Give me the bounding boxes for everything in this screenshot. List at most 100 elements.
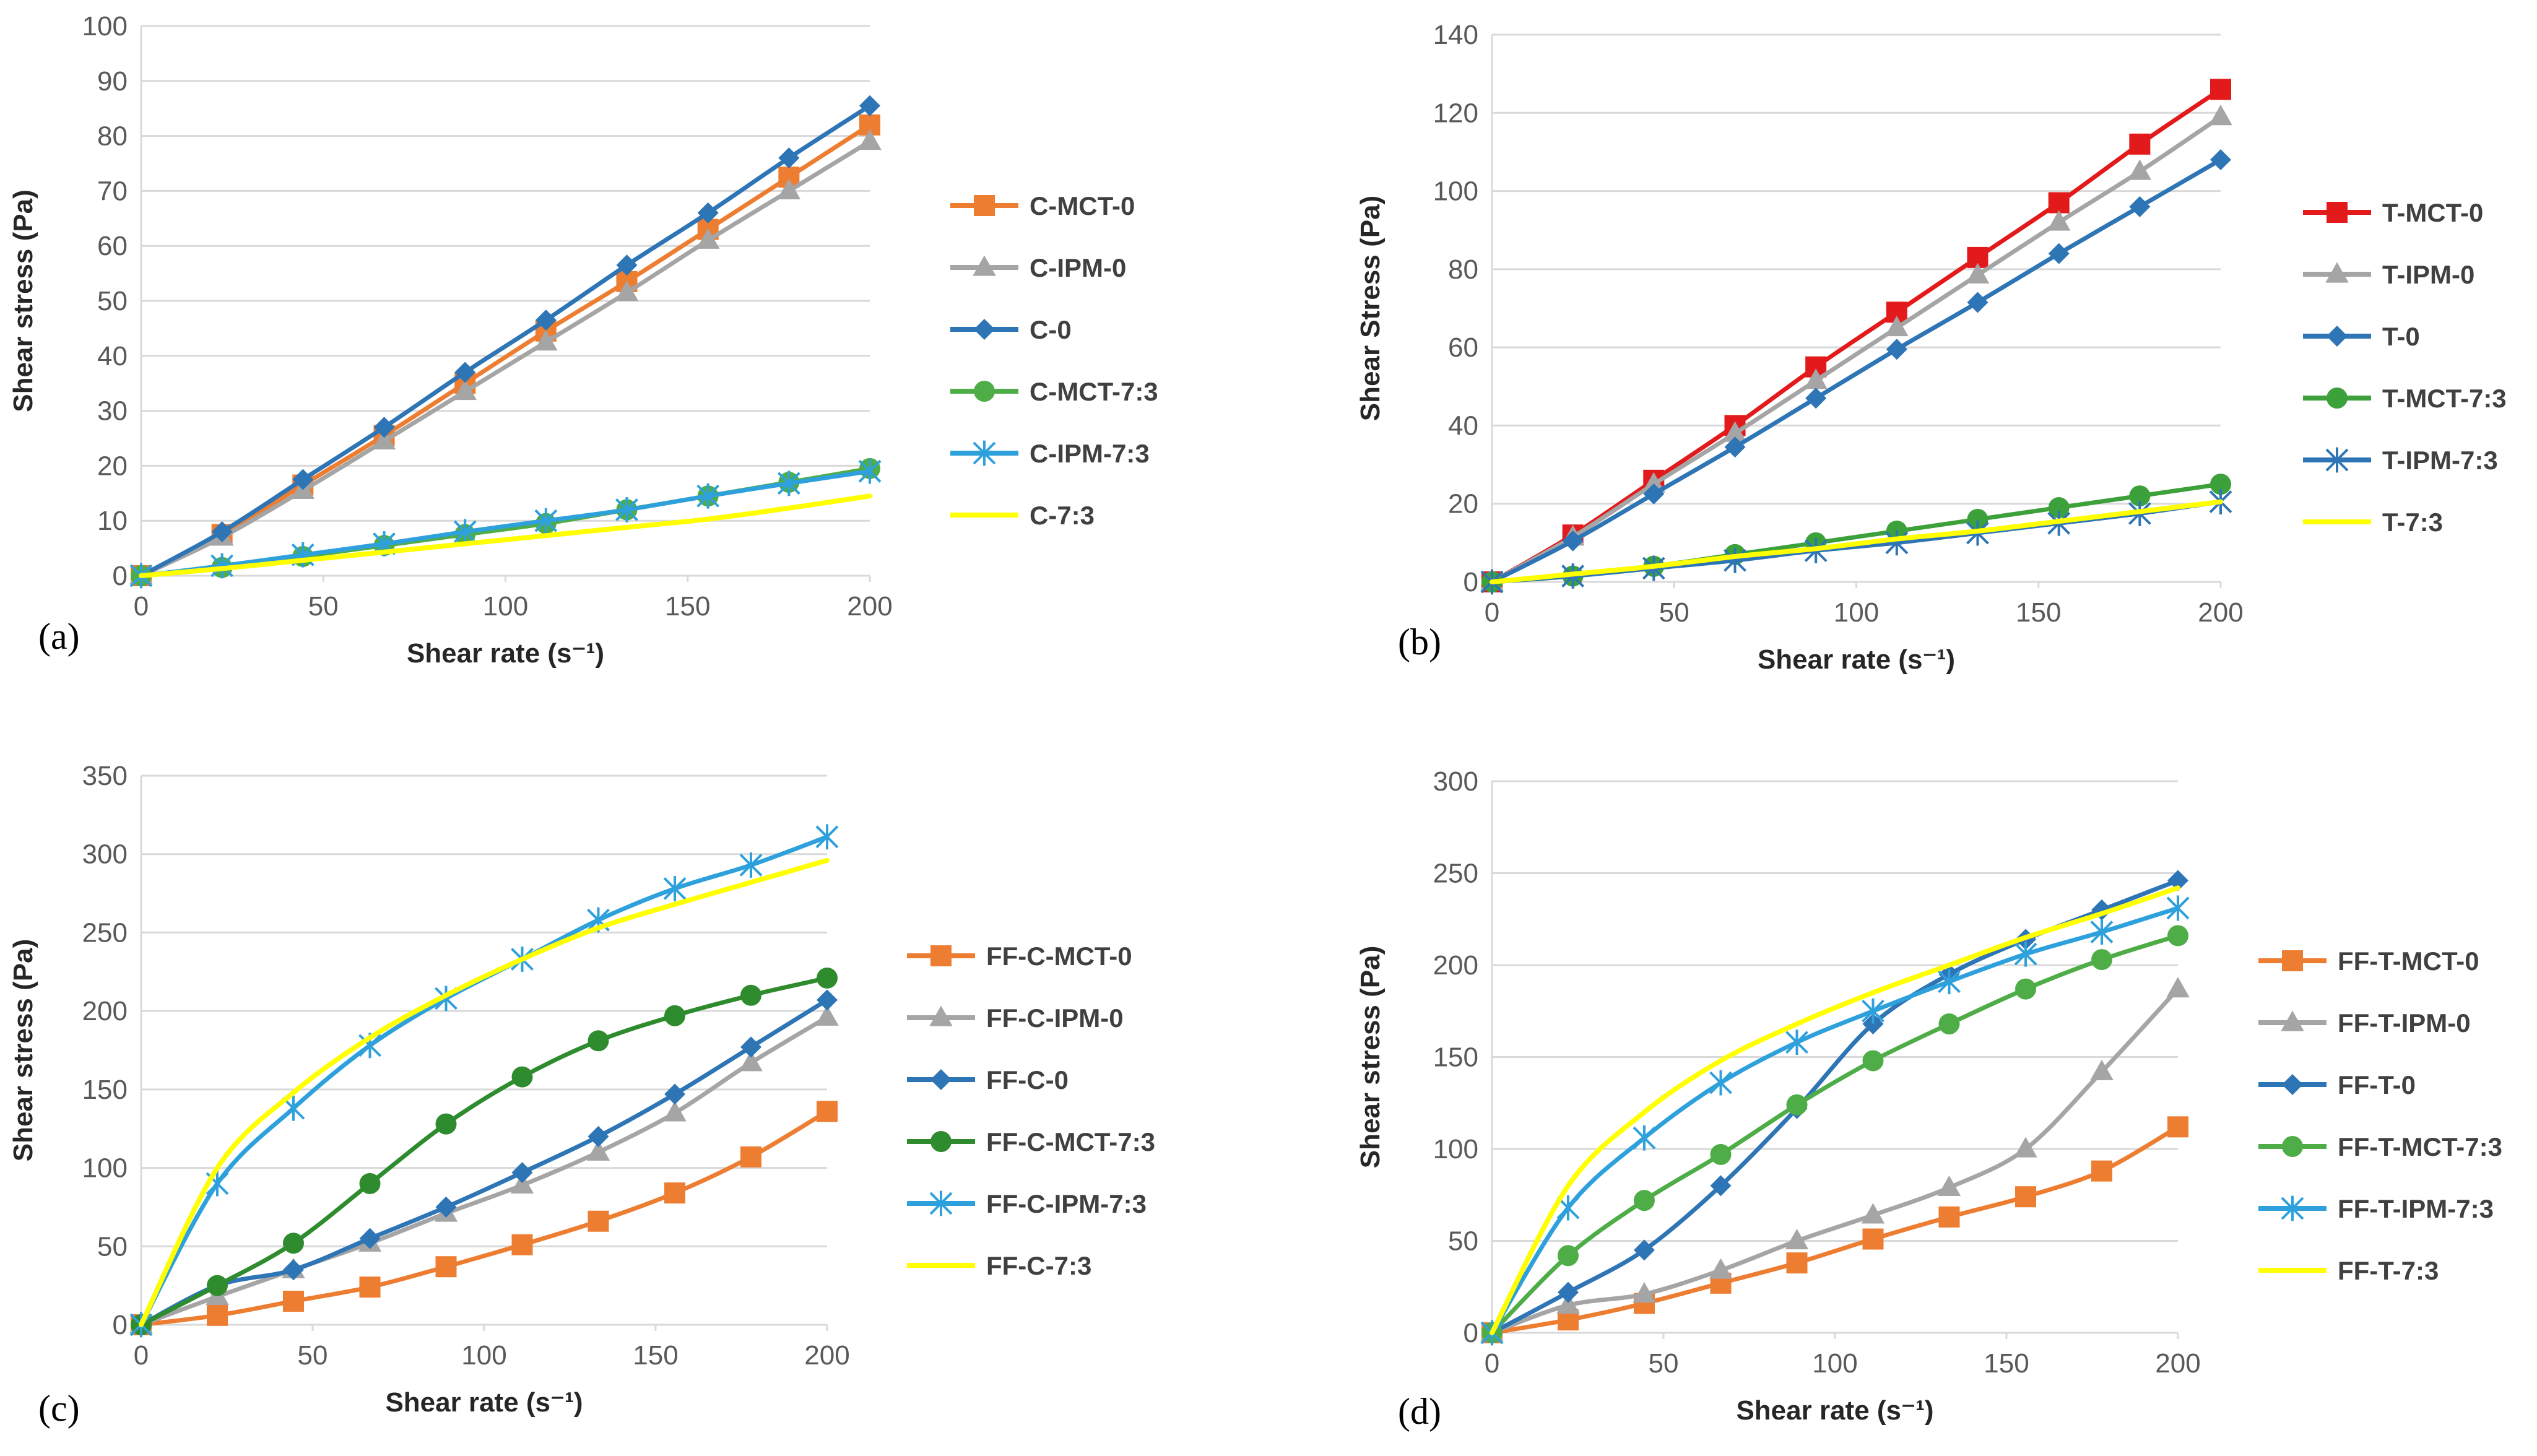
legend-entry: T-MCT-7:3 xyxy=(2303,384,2507,413)
legend-entry: FF-T-MCT-0 xyxy=(2258,947,2479,976)
series-FF-C-MCT-0 xyxy=(131,1101,838,1335)
series-line xyxy=(139,139,872,578)
data-point xyxy=(1938,1013,1960,1035)
legend-label: T-7:3 xyxy=(2382,508,2443,537)
data-point xyxy=(535,310,557,331)
data-point xyxy=(858,129,882,150)
series-FF-T-IPM-7:3 xyxy=(1480,895,2190,1346)
data-point xyxy=(2129,196,2151,217)
x-tick-label: 150 xyxy=(633,1340,678,1371)
legend-label: FF-C-7:3 xyxy=(986,1251,1091,1280)
data-point xyxy=(1885,316,1909,337)
y-tick-label: 150 xyxy=(82,1075,128,1105)
data-point xyxy=(210,553,234,579)
legend-label: FF-C-MCT-0 xyxy=(986,942,1132,971)
data-point xyxy=(282,1259,304,1281)
data-point xyxy=(858,458,882,484)
data-point xyxy=(1967,292,1988,313)
legend-entry: C-7:3 xyxy=(950,501,1095,530)
data-point xyxy=(1723,421,1747,442)
legend-entry: T-MCT-0 xyxy=(2303,198,2483,227)
legend-label: FF-T-IPM-0 xyxy=(2338,1008,2471,1038)
panel-label: (c) xyxy=(38,1388,80,1429)
legend-entry: FF-T-IPM-0 xyxy=(2258,1008,2471,1038)
y-tick-label: 10 xyxy=(97,506,128,536)
data-point xyxy=(859,95,880,116)
data-point xyxy=(2166,895,2190,921)
data-point xyxy=(511,1066,533,1088)
data-point xyxy=(1805,388,1827,409)
legend-label: C-7:3 xyxy=(1030,501,1095,530)
series-line xyxy=(1490,906,2180,1335)
data-point xyxy=(815,1005,839,1026)
data-point xyxy=(435,1256,457,1278)
panel-label: (d) xyxy=(1398,1391,1441,1432)
x-tick-label: 50 xyxy=(1649,1348,1679,1379)
data-point xyxy=(1633,1125,1656,1151)
legend-entry: T-0 xyxy=(2303,322,2420,351)
legend-marker xyxy=(973,255,996,276)
data-point xyxy=(2047,210,2071,231)
data-point xyxy=(778,147,800,169)
data-point xyxy=(1786,1094,1808,1116)
data-point xyxy=(739,1051,763,1072)
series-line xyxy=(139,976,830,1327)
x-tick-label: 200 xyxy=(804,1340,849,1371)
data-point xyxy=(282,1290,304,1312)
data-point xyxy=(1937,1175,1961,1196)
y-tick-label: 50 xyxy=(1448,1226,1478,1257)
legend-entry: FF-T-MCT-7:3 xyxy=(2258,1132,2502,1161)
series-FF-C-IPM-0 xyxy=(129,1005,839,1333)
legend-entry: T-IPM-7:3 xyxy=(2303,446,2498,475)
data-point xyxy=(2048,192,2070,214)
y-tick-label: 0 xyxy=(1464,567,1478,597)
data-point xyxy=(696,483,720,509)
legend-label: FF-C-MCT-7:3 xyxy=(986,1127,1155,1156)
legend-marker xyxy=(2325,262,2349,283)
series-C-IPM-7:3 xyxy=(129,458,882,589)
x-tick-label: 50 xyxy=(308,591,339,622)
series-T-7:3 xyxy=(1490,499,2223,584)
data-point xyxy=(815,824,839,850)
series-line xyxy=(139,123,872,578)
data-point xyxy=(817,967,838,989)
legend-marker xyxy=(974,195,995,216)
data-point xyxy=(586,1140,610,1161)
series-line xyxy=(1490,482,2223,584)
chart-panel-3: 0 50 100 150 200 250 300 350 0 50 100 150 200 Shear r… xyxy=(8,761,1155,1429)
data-point xyxy=(2210,79,2231,100)
legend-label: T-MCT-0 xyxy=(2382,198,2483,227)
data-point xyxy=(1785,1029,1808,1055)
y-tick-label: 100 xyxy=(1433,1134,1478,1164)
legend-label: T-0 xyxy=(2382,322,2420,351)
data-point xyxy=(511,1162,533,1184)
y-axis-label: Shear stress (Pa) xyxy=(8,189,38,412)
legend-entry: FF-C-7:3 xyxy=(907,1251,1091,1280)
series-FF-T-0 xyxy=(1481,870,2188,1343)
data-point xyxy=(615,280,639,301)
y-tick-label: 60 xyxy=(97,231,128,261)
data-point xyxy=(534,508,558,534)
legend-entry: C-MCT-7:3 xyxy=(950,377,1158,406)
data-point xyxy=(206,1275,228,1296)
data-point xyxy=(817,1101,838,1122)
x-tick-label: 0 xyxy=(1485,1348,1499,1379)
x-tick-label: 0 xyxy=(134,591,149,622)
data-point xyxy=(1557,1245,1579,1267)
chart-panel-4: 0 50 100 150 200 250 300 0 50 100 150 200 Shear rate… xyxy=(1355,766,2502,1432)
legend-marker xyxy=(930,1069,952,1090)
y-tick-label: 100 xyxy=(1433,176,1478,207)
legend-marker xyxy=(2327,202,2348,223)
data-point xyxy=(453,379,477,401)
data-point xyxy=(534,330,558,351)
data-point xyxy=(1556,1293,1580,1314)
legend-marker xyxy=(930,1131,952,1152)
x-tick-label: 100 xyxy=(1834,597,1879,628)
y-tick-label: 200 xyxy=(82,996,128,1026)
data-point xyxy=(2091,949,2113,971)
series-line xyxy=(1490,987,2180,1335)
legend-entry: C-MCT-0 xyxy=(950,191,1135,220)
x-tick-label: 50 xyxy=(1659,597,1689,628)
legend-label: FF-T-0 xyxy=(2338,1070,2416,1099)
data-point xyxy=(1709,1070,1732,1096)
